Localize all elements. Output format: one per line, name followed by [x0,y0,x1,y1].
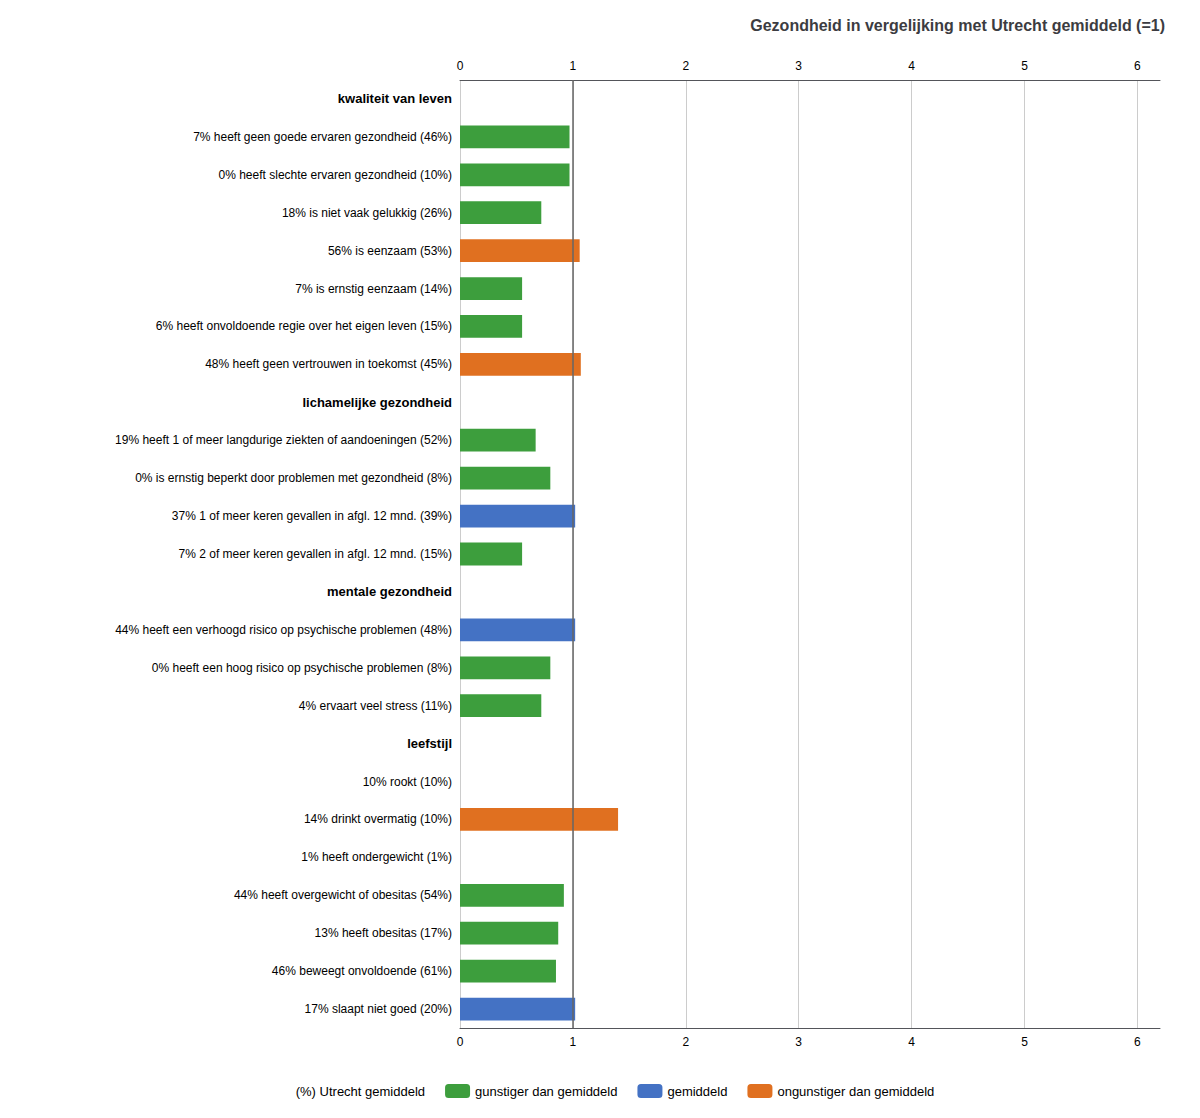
svg-text:7% heeft geen goede ervaren ge: 7% heeft geen goede ervaren gezondheid (… [193,130,452,144]
svg-text:6: 6 [1134,1035,1141,1049]
svg-text:48% heeft geen vertrouwen in t: 48% heeft geen vertrouwen in toekomst (4… [205,357,452,371]
svg-text:leefstijl: leefstijl [407,736,452,751]
svg-text:7% is ernstig eenzaam (14%): 7% is ernstig eenzaam (14%) [295,282,452,296]
svg-text:0% heeft slechte ervaren gezon: 0% heeft slechte ervaren gezondheid (10%… [219,168,452,182]
svg-text:46% beweegt onvoldoende (61%): 46% beweegt onvoldoende (61%) [272,964,452,978]
svg-text:6% heeft onvoldoende regie ove: 6% heeft onvoldoende regie over het eige… [156,319,452,333]
svg-text:1: 1 [570,1035,577,1049]
svg-text:gemiddeld: gemiddeld [667,1084,727,1099]
svg-text:5: 5 [1021,1035,1028,1049]
svg-text:0: 0 [457,1035,464,1049]
svg-text:10% rookt (10%): 10% rookt (10%) [363,775,452,789]
svg-text:5: 5 [1021,59,1028,73]
svg-text:0% heeft een hoog risico op ps: 0% heeft een hoog risico op psychische p… [152,661,452,675]
svg-text:(%) Utrecht gemiddeld: (%) Utrecht gemiddeld [296,1084,425,1099]
svg-text:3: 3 [795,1035,802,1049]
svg-text:Gezondheid in vergelijking met: Gezondheid in vergelijking met Utrecht g… [750,17,1165,34]
svg-text:44% heeft overgewicht of obesi: 44% heeft overgewicht of obesitas (54%) [234,888,452,902]
svg-text:mentale gezondheid: mentale gezondheid [327,584,452,599]
svg-text:17% slaapt niet goed (20%): 17% slaapt niet goed (20%) [305,1002,452,1016]
svg-text:37% 1 of meer keren gevallen i: 37% 1 of meer keren gevallen in afgl. 12… [172,509,452,523]
svg-text:lichamelijke gezondheid: lichamelijke gezondheid [302,395,452,410]
svg-text:19% heeft 1 of meer langdurige: 19% heeft 1 of meer langdurige ziekten o… [115,433,452,447]
svg-text:gunstiger dan gemiddeld: gunstiger dan gemiddeld [475,1084,617,1099]
svg-text:13% heeft obesitas (17%): 13% heeft obesitas (17%) [315,926,452,940]
svg-text:4% ervaart veel stress (11%): 4% ervaart veel stress (11%) [299,699,452,713]
svg-text:0% is ernstig beperkt door pro: 0% is ernstig beperkt door problemen met… [135,471,452,485]
svg-text:4: 4 [908,1035,915,1049]
svg-text:1% heeft ondergewicht (1%): 1% heeft ondergewicht (1%) [301,850,452,864]
svg-text:44% heeft een verhoogd risico: 44% heeft een verhoogd risico op psychis… [115,623,452,637]
svg-text:4: 4 [908,59,915,73]
svg-text:56% is eenzaam (53%): 56% is eenzaam (53%) [328,244,452,258]
svg-text:2: 2 [682,59,689,73]
svg-text:18% is niet vaak gelukkig (26%: 18% is niet vaak gelukkig (26%) [282,206,452,220]
svg-text:7% 2 of meer keren gevallen in: 7% 2 of meer keren gevallen in afgl. 12 … [179,547,452,561]
svg-text:6: 6 [1134,59,1141,73]
svg-text:ongunstiger dan gemiddeld: ongunstiger dan gemiddeld [777,1084,934,1099]
svg-text:kwaliteit van leven: kwaliteit van leven [338,91,452,106]
svg-text:3: 3 [795,59,802,73]
svg-text:2: 2 [682,1035,689,1049]
svg-text:0: 0 [457,59,464,73]
svg-text:14% drinkt overmatig (10%): 14% drinkt overmatig (10%) [304,812,452,826]
svg-text:1: 1 [570,59,577,73]
